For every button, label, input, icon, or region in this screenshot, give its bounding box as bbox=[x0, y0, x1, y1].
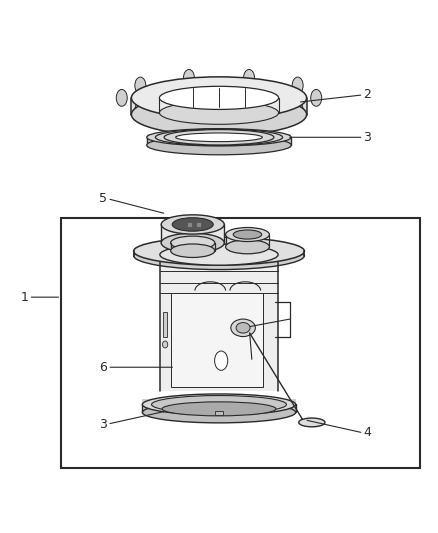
Bar bbox=[163, 312, 167, 336]
Text: 3: 3 bbox=[364, 131, 371, 144]
Ellipse shape bbox=[160, 244, 278, 265]
Ellipse shape bbox=[184, 109, 194, 126]
Ellipse shape bbox=[135, 77, 146, 94]
Ellipse shape bbox=[171, 244, 215, 257]
Ellipse shape bbox=[292, 77, 303, 94]
Ellipse shape bbox=[155, 129, 283, 146]
Ellipse shape bbox=[135, 102, 146, 119]
Ellipse shape bbox=[147, 128, 291, 146]
Ellipse shape bbox=[134, 241, 304, 270]
Ellipse shape bbox=[131, 93, 307, 135]
Ellipse shape bbox=[236, 322, 250, 333]
Text: 3: 3 bbox=[99, 418, 107, 431]
Ellipse shape bbox=[311, 90, 321, 106]
Ellipse shape bbox=[159, 101, 279, 124]
Ellipse shape bbox=[172, 217, 213, 231]
Ellipse shape bbox=[162, 341, 168, 348]
Ellipse shape bbox=[162, 402, 276, 416]
Ellipse shape bbox=[299, 418, 325, 427]
Ellipse shape bbox=[226, 228, 269, 241]
Text: 4: 4 bbox=[364, 426, 371, 439]
Text: 2: 2 bbox=[364, 88, 371, 101]
Ellipse shape bbox=[231, 319, 255, 336]
Ellipse shape bbox=[215, 351, 228, 370]
Ellipse shape bbox=[244, 69, 254, 86]
Ellipse shape bbox=[131, 77, 307, 119]
Ellipse shape bbox=[184, 69, 194, 86]
Bar bbox=[196, 222, 201, 227]
Ellipse shape bbox=[142, 394, 296, 415]
Bar bbox=[215, 410, 223, 415]
Bar bbox=[61, 219, 420, 468]
Polygon shape bbox=[161, 224, 224, 243]
Ellipse shape bbox=[244, 109, 254, 126]
Bar bbox=[171, 293, 263, 387]
Ellipse shape bbox=[147, 135, 291, 155]
Bar bbox=[187, 222, 192, 227]
Ellipse shape bbox=[164, 130, 274, 145]
Ellipse shape bbox=[159, 86, 279, 109]
Ellipse shape bbox=[152, 395, 286, 414]
Ellipse shape bbox=[171, 236, 215, 249]
Polygon shape bbox=[147, 134, 291, 148]
Polygon shape bbox=[160, 255, 278, 391]
Ellipse shape bbox=[176, 133, 262, 142]
Ellipse shape bbox=[134, 237, 304, 265]
Ellipse shape bbox=[161, 233, 224, 253]
Ellipse shape bbox=[142, 402, 296, 423]
Polygon shape bbox=[131, 98, 307, 115]
Ellipse shape bbox=[226, 240, 269, 254]
Text: 5: 5 bbox=[99, 192, 107, 205]
Ellipse shape bbox=[117, 90, 127, 106]
Text: 6: 6 bbox=[99, 361, 107, 374]
Text: 1: 1 bbox=[21, 290, 28, 304]
Ellipse shape bbox=[161, 215, 224, 234]
Ellipse shape bbox=[233, 230, 261, 239]
Ellipse shape bbox=[292, 102, 303, 119]
Polygon shape bbox=[142, 399, 296, 413]
